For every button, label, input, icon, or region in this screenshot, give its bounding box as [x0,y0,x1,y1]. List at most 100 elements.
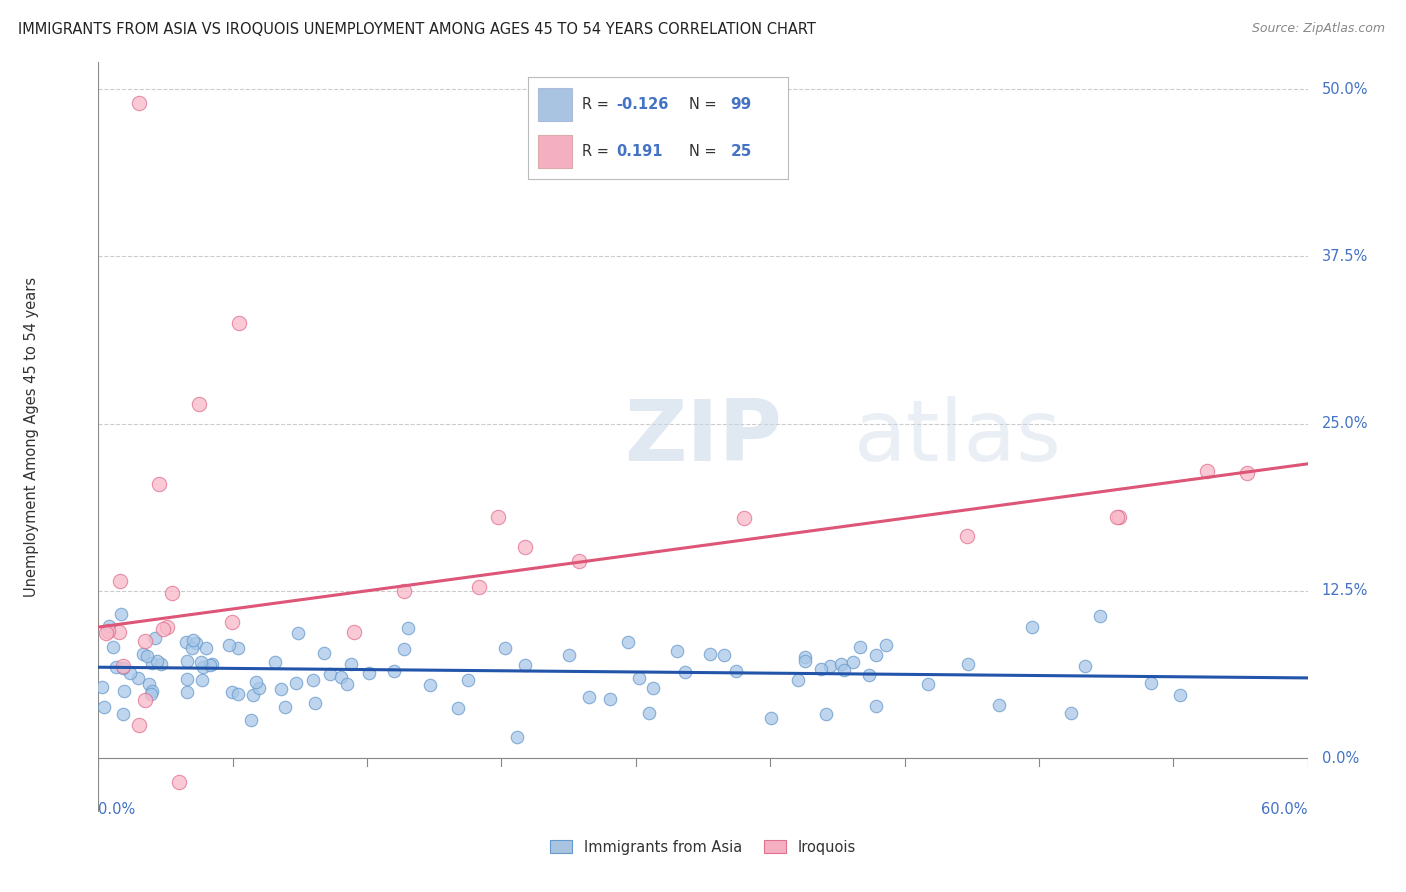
Point [858,668,880,682]
Point [285,675,308,690]
Point [486,510,509,524]
Point [156,620,179,634]
Point [108,574,131,588]
Point [146,653,169,667]
Point [139,687,162,701]
Point [188,396,211,410]
Point [1108,510,1130,524]
Point [302,673,325,687]
Point [176,654,198,668]
Point [1021,619,1043,633]
Text: 60.0%: 60.0% [1261,803,1308,817]
Point [134,693,156,707]
Point [699,647,721,661]
Text: 0.0%: 0.0% [1322,751,1360,765]
Text: 0.0%: 0.0% [98,803,135,817]
Point [467,580,489,594]
Point [174,634,197,648]
Point [1168,688,1191,702]
Point [382,665,405,679]
Point [101,640,124,654]
Point [513,657,536,672]
Point [1060,706,1083,720]
Point [134,633,156,648]
Point [627,671,650,685]
Point [127,671,149,685]
Point [180,641,202,656]
Point [120,666,142,681]
Point [195,641,218,656]
Point [842,655,865,669]
Point [733,511,755,525]
Point [1236,466,1258,480]
Point [148,477,170,491]
Point [617,635,640,649]
Point [160,586,183,600]
Point [270,682,292,697]
Legend: Immigrants from Asia, Iroquois: Immigrants from Asia, Iroquois [544,834,862,861]
Text: Source: ZipAtlas.com: Source: ZipAtlas.com [1251,22,1385,36]
Point [794,654,817,668]
Point [226,641,249,656]
Point [956,657,979,672]
Point [167,775,190,789]
Point [141,684,163,698]
Point [339,657,361,672]
Point [201,657,224,672]
Point [329,670,352,684]
Point [359,666,381,681]
Point [830,657,852,672]
Point [242,688,264,702]
Point [94,626,117,640]
Point [558,648,581,663]
Point [112,660,135,674]
Point [396,622,419,636]
Point [865,648,887,662]
Point [128,95,150,110]
Point [343,625,366,640]
Point [392,642,415,657]
Point [287,626,309,640]
Point [218,638,240,652]
Point [1090,609,1112,624]
Point [132,647,155,661]
Point [638,706,661,720]
Point [1139,676,1161,690]
Point [1074,659,1097,673]
Text: Unemployment Among Ages 45 to 54 years: Unemployment Among Ages 45 to 54 years [24,277,39,597]
Point [815,706,838,721]
Point [184,636,207,650]
Point [312,646,335,660]
Point [141,656,163,670]
Point [221,615,243,629]
Point [392,584,415,599]
Point [665,644,688,658]
Point [515,540,537,554]
Point [191,659,214,673]
Point [447,700,470,714]
Point [91,680,114,694]
Point [93,700,115,714]
Point [865,698,887,713]
Point [1105,510,1128,524]
Point [191,673,214,687]
Text: 50.0%: 50.0% [1322,82,1368,96]
Point [112,658,135,673]
Point [247,681,270,695]
Point [336,677,359,691]
Text: 12.5%: 12.5% [1322,583,1368,599]
Text: 37.5%: 37.5% [1322,249,1368,264]
Point [724,664,747,678]
Point [108,624,131,639]
Point [917,677,939,691]
Point [304,697,326,711]
Point [176,672,198,686]
Point [956,529,979,543]
Point [97,624,120,638]
Point [111,707,134,722]
Text: IMMIGRANTS FROM ASIA VS IROQUOIS UNEMPLOYMENT AMONG AGES 45 TO 54 YEARS CORRELAT: IMMIGRANTS FROM ASIA VS IROQUOIS UNEMPLO… [18,22,815,37]
Point [568,554,591,568]
Point [200,657,222,672]
Text: ZIP: ZIP [624,395,782,479]
Point [98,619,121,633]
